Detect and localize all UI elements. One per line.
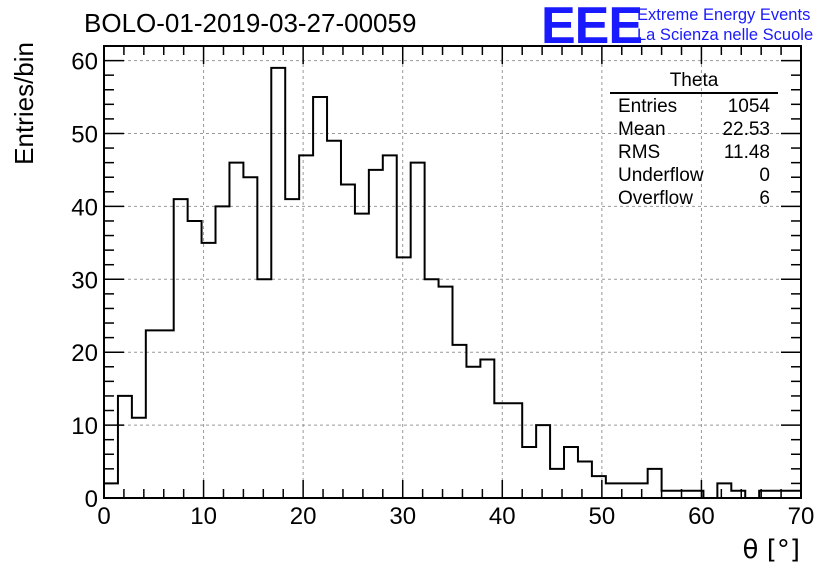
stats-row: Entries 1054 — [610, 95, 778, 118]
stats-row: Underflow 0 — [610, 164, 778, 187]
stats-label: Mean — [618, 119, 666, 140]
stats-value: 0 — [759, 165, 770, 186]
stats-label: RMS — [618, 142, 661, 163]
y-tick-label: 60 — [71, 49, 98, 76]
logo-line-2: La Scienza nelle Scuole — [637, 26, 814, 44]
stats-row: RMS 11.48 — [610, 141, 778, 164]
axis-ticks — [103, 45, 802, 499]
x-tick-label: 70 — [788, 503, 815, 530]
stats-box: Theta Entries 1054 Mean 22.53 RMS 11.48 Underf… — [610, 70, 778, 210]
histogram-line — [103, 66, 801, 499]
stats-label: Entries — [618, 96, 678, 117]
stats-label: Underflow — [618, 165, 704, 186]
stats-row: Mean 22.53 — [610, 118, 778, 141]
stats-value: 22.53 — [722, 119, 770, 140]
y-tick-label: 50 — [71, 121, 98, 148]
chart-title: BOLO-01-2019-03-27-00059 — [84, 8, 417, 38]
stats-value: 1054 — [727, 96, 770, 117]
stats-title: Theta — [610, 70, 778, 94]
x-axis-label: θ [°] — [743, 535, 800, 565]
y-tick-label: 30 — [71, 267, 98, 294]
x-tick-label: 50 — [589, 503, 616, 530]
x-tick-label: 40 — [489, 503, 516, 530]
plot-frame — [103, 45, 802, 499]
x-tick-labels: 0 10 20 30 40 50 60 70 — [97, 503, 814, 530]
y-tick-label: 20 — [71, 340, 98, 367]
y-tick-label: 0 — [85, 486, 98, 513]
stats-value: 6 — [759, 188, 770, 209]
logo-line-1: Extreme Energy Events — [637, 6, 811, 24]
x-tick-label: 60 — [688, 503, 715, 530]
x-tick-label: 0 — [97, 503, 110, 530]
y-tick-label: 40 — [71, 194, 98, 221]
x-tick-label: 20 — [290, 503, 317, 530]
y-tick-label: 10 — [71, 413, 98, 440]
y-axis-label: Entries/bin — [9, 42, 39, 165]
stats-label: Overflow — [618, 188, 693, 209]
x-tick-label: 30 — [389, 503, 416, 530]
stats-row: Overflow 6 — [610, 187, 778, 210]
x-tick-label: 10 — [190, 503, 217, 530]
stats-value: 11.48 — [723, 142, 770, 163]
y-tick-labels: 0 10 20 30 40 50 60 — [71, 49, 98, 513]
